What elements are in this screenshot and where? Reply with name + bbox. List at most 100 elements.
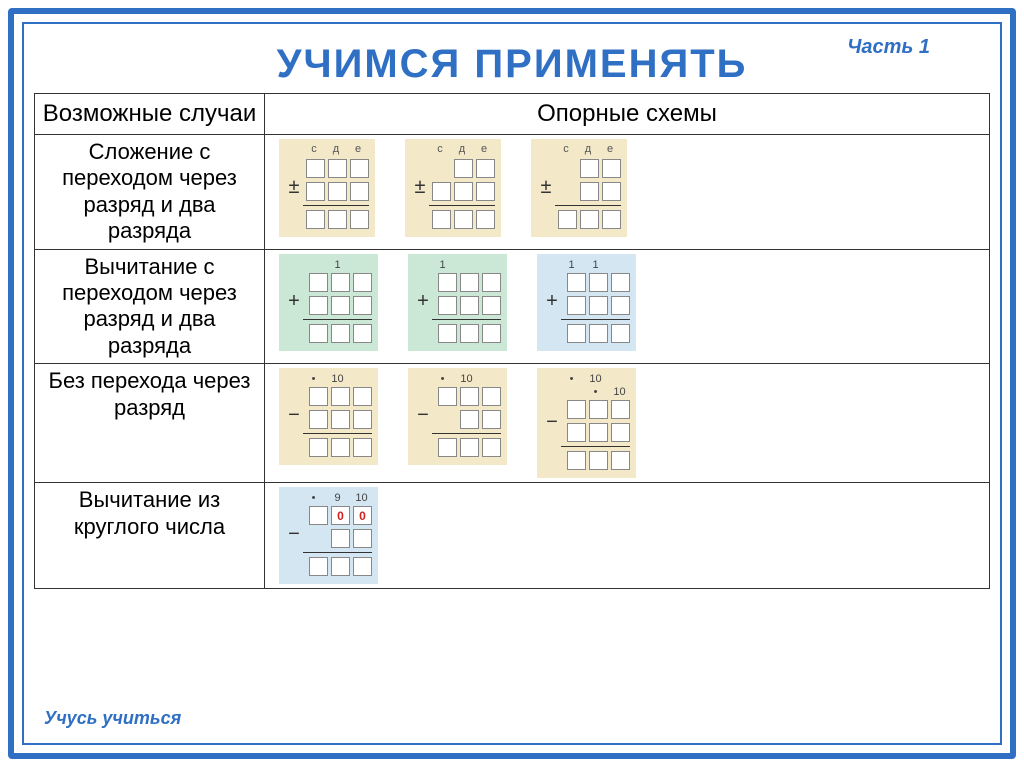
digit-box [331,529,350,548]
schemes-cell: −10−10−1010 [265,364,990,483]
digit-box [328,159,347,178]
schemes-cell: −91000 [265,483,990,589]
box-row [303,557,372,576]
digit-box [482,410,501,429]
case-cell: Вычитание из круглого числа [35,483,265,589]
carry-row: 11 [561,258,630,271]
column-labels: сде [555,143,621,157]
digit-box [602,182,621,201]
scheme-block: ±сде [405,139,501,237]
digit-box [438,273,457,292]
box-row [303,387,372,406]
digit-box [353,438,372,457]
digit-box [460,296,479,315]
digit-box [353,387,372,406]
carry-row: 10 [561,385,630,398]
digit-box [482,387,501,406]
digit-box [580,159,599,178]
table-row: Без перехода через разряд−10−10−1010 [35,364,990,483]
operator: − [543,372,561,472]
digit-box [309,410,328,429]
operator: + [285,258,303,345]
digit-box [460,438,479,457]
digit-box [482,296,501,315]
header-schemes: Опорные схемы [265,94,990,135]
digit-box [611,400,630,419]
case-cell: Сложение с переходом через разряд и два … [35,135,265,250]
digit-box [460,410,479,429]
digit-box [331,438,350,457]
box-row [303,324,372,343]
operator: ± [537,143,555,231]
box-row [561,423,630,442]
box-row [432,410,501,429]
digit-box [331,296,350,315]
digit-box [476,159,495,178]
digit-box [460,324,479,343]
digit-box [482,438,501,457]
box-row [555,182,621,201]
box-row [432,324,501,343]
digit-box [328,182,347,201]
digit-box [353,273,372,292]
scheme-block: −10 [279,368,378,465]
operator: − [285,372,303,459]
digit-box [331,387,350,406]
scheme-block: +1 [408,254,507,351]
box-row [303,182,369,201]
digit-box [350,182,369,201]
header-cases: Возможные случаи [35,94,265,135]
digit-box [309,296,328,315]
operator: + [414,258,432,345]
digit-box [460,387,479,406]
digit-box [567,451,586,470]
part-label: Часть 1 [847,36,930,59]
digit-box [350,210,369,229]
box-row [561,273,630,292]
box-row [432,438,501,457]
table-row: Вычитание с переходом через разряд и два… [35,249,990,364]
digit-box [309,387,328,406]
box-row [303,296,372,315]
digit-box [306,159,325,178]
box-row [303,438,372,457]
box-row [303,410,372,429]
digit-box [432,182,451,201]
box-row [561,324,630,343]
digit-box [589,324,608,343]
digit-box [589,273,608,292]
digit-box [353,296,372,315]
schemes-cell: +1+1+11 [265,249,990,364]
table-header-row: Возможные случаи Опорные схемы [35,94,990,135]
digit-box [567,423,586,442]
carry-row: 1 [303,258,372,271]
box-row [429,182,495,201]
digit-box [331,557,350,576]
operator: − [414,372,432,459]
digit-box [476,182,495,201]
digit-box [567,324,586,343]
digit-box [602,210,621,229]
digit-box [331,273,350,292]
carry-row: 10 [432,372,501,385]
digit-box [611,451,630,470]
scheme-block: −91000 [279,487,378,584]
digit-box [589,451,608,470]
carry-row: 1 [432,258,501,271]
digit-box [567,296,586,315]
digit-box [309,324,328,343]
box-row [303,210,369,229]
digit-box [353,410,372,429]
digit-box [438,387,457,406]
digit-box [602,159,621,178]
box-row [303,159,369,178]
digit-box: 0 [331,506,350,525]
digit-box [611,296,630,315]
digit-box [589,296,608,315]
table-row: Сложение с переходом через разряд и два … [35,135,990,250]
carry-row: 910 [303,491,372,504]
digit-box [611,423,630,442]
table-row: Вычитание из круглого числа−91000 [35,483,990,589]
digit-box [567,273,586,292]
inner-frame: Часть 1 УЧИМСЯ ПРИМЕНЯТЬ Возможные случа… [22,22,1002,745]
